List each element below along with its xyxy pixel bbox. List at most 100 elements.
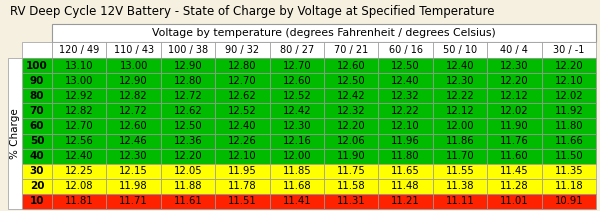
Bar [8,58,22,209]
Bar [106,42,161,58]
Bar [215,73,269,88]
Bar [269,118,324,134]
Bar [433,58,487,73]
Bar [22,179,52,194]
Bar [487,73,542,88]
Text: 11.65: 11.65 [391,166,420,176]
Text: 60 / 16: 60 / 16 [389,45,422,55]
Text: 12.60: 12.60 [337,61,365,70]
Text: 12.30: 12.30 [283,121,311,131]
Text: 11.58: 11.58 [337,181,365,191]
Bar [22,134,52,149]
Text: 11.01: 11.01 [500,196,529,206]
Text: 12.40: 12.40 [391,76,420,86]
Bar [215,103,269,118]
Text: 12.32: 12.32 [391,91,420,101]
Text: 12.90: 12.90 [173,61,202,70]
Text: 12.92: 12.92 [65,91,94,101]
Bar [106,179,161,194]
Text: 40 / 4: 40 / 4 [500,45,529,55]
Text: 13.10: 13.10 [65,61,94,70]
Text: 11.21: 11.21 [391,196,420,206]
Bar [379,194,433,209]
Text: 12.10: 12.10 [391,121,420,131]
Text: 11.51: 11.51 [228,196,257,206]
Text: 12.26: 12.26 [228,136,257,146]
Bar [52,24,596,42]
Bar [22,149,52,164]
Text: 100 / 38: 100 / 38 [168,45,208,55]
Bar [52,179,106,194]
Text: % Charge: % Charge [10,108,20,159]
Text: 12.42: 12.42 [283,106,311,116]
Text: 11.90: 11.90 [500,121,529,131]
Text: 12.62: 12.62 [173,106,202,116]
Bar [379,88,433,103]
Text: RV Deep Cycle 12V Battery - State of Charge by Voltage at Specified Temperature: RV Deep Cycle 12V Battery - State of Cha… [10,5,494,19]
Bar [52,88,106,103]
Bar [433,134,487,149]
Text: 11.92: 11.92 [554,106,583,116]
Text: 11.11: 11.11 [446,196,475,206]
Bar [52,73,106,88]
Bar [161,73,215,88]
Bar [22,103,52,118]
Bar [324,73,379,88]
Bar [542,134,596,149]
Text: 11.61: 11.61 [173,196,202,206]
Bar [487,88,542,103]
Text: 11.76: 11.76 [500,136,529,146]
Text: 11.48: 11.48 [391,181,420,191]
Text: 11.95: 11.95 [228,166,257,176]
Text: Voltage by temperature (degrees Fahrenheit / degrees Celsius): Voltage by temperature (degrees Fahrenhe… [152,28,496,38]
Bar [542,73,596,88]
Text: 12.20: 12.20 [173,151,202,161]
Bar [106,103,161,118]
Text: 12.70: 12.70 [228,76,257,86]
Bar [269,42,324,58]
Bar [542,179,596,194]
Bar [269,88,324,103]
Text: 11.31: 11.31 [337,196,365,206]
Text: 11.85: 11.85 [283,166,311,176]
Text: 11.71: 11.71 [119,196,148,206]
Bar [324,194,379,209]
Text: 100: 100 [26,61,48,70]
Bar [379,164,433,179]
Bar [52,58,106,73]
Bar [161,149,215,164]
Bar [379,73,433,88]
Text: 120 / 49: 120 / 49 [59,45,100,55]
Text: 20: 20 [30,181,44,191]
Bar [161,88,215,103]
Bar [52,164,106,179]
Text: 12.56: 12.56 [65,136,94,146]
Bar [379,134,433,149]
Text: 12.15: 12.15 [119,166,148,176]
Text: 12.40: 12.40 [65,151,94,161]
Text: 11.35: 11.35 [554,166,583,176]
Bar [542,88,596,103]
Text: 12.82: 12.82 [119,91,148,101]
Bar [324,149,379,164]
Text: 12.46: 12.46 [119,136,148,146]
Bar [215,164,269,179]
Bar [324,179,379,194]
Bar [161,103,215,118]
Bar [52,134,106,149]
Bar [106,73,161,88]
Text: 50: 50 [30,136,44,146]
Bar [106,149,161,164]
Bar [52,194,106,209]
Bar [215,194,269,209]
Bar [324,58,379,73]
Bar [106,194,161,209]
Text: 12.22: 12.22 [446,91,475,101]
Text: 12.40: 12.40 [228,121,257,131]
Text: 11.50: 11.50 [554,151,583,161]
Text: 12.50: 12.50 [173,121,202,131]
Bar [379,118,433,134]
Text: 12.25: 12.25 [65,166,94,176]
Text: 11.70: 11.70 [446,151,475,161]
Bar [433,179,487,194]
